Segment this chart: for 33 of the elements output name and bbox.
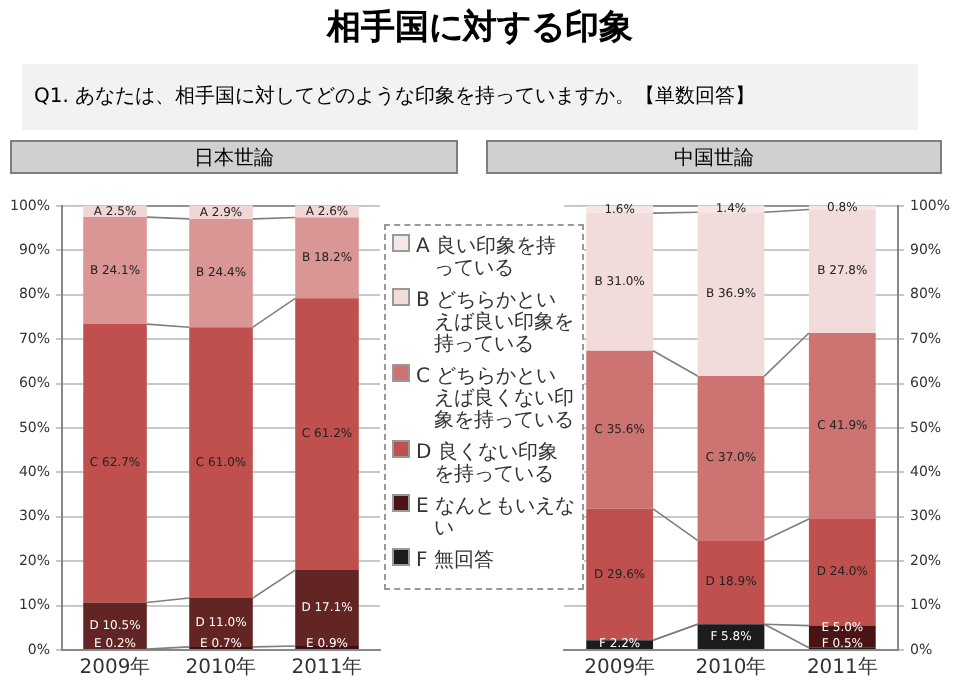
- bar: [697, 376, 765, 541]
- bar: [83, 602, 147, 650]
- bar: [189, 327, 253, 599]
- x-tick-label: 2009年: [79, 655, 151, 680]
- bar: [83, 324, 147, 603]
- bar: [808, 332, 876, 520]
- x-tick-label: 2011年: [291, 655, 363, 680]
- x-tick-label: 2010年: [695, 655, 767, 680]
- legend-label: F 無回答: [416, 550, 494, 572]
- bar: [295, 217, 359, 299]
- legend-label: E なんともいえない: [416, 496, 575, 540]
- x-tick-label: 2009年: [584, 655, 656, 680]
- legend-label: C どちらかといえば良くない印象を持っている: [416, 366, 574, 432]
- bar: [697, 212, 765, 377]
- bar: [83, 217, 147, 325]
- bar: [189, 218, 253, 328]
- bar: [808, 519, 876, 626]
- bar: [295, 570, 359, 646]
- legend-label: B どちらかといえば良い印象を持っている: [416, 290, 574, 356]
- x-tick-label: 2011年: [806, 655, 878, 680]
- bar: [697, 540, 765, 625]
- chart-title: 日本世論: [10, 140, 458, 174]
- legend-label: D 良くない印象を持っている: [416, 442, 558, 486]
- legend-label: A 良い印象を持っている: [416, 236, 557, 280]
- chart-title: 中国世論: [486, 140, 942, 174]
- bar: [295, 298, 359, 571]
- x-tick-label: 2010年: [185, 655, 257, 680]
- text: 相手国に対する印象: [324, 6, 635, 50]
- bar: [586, 350, 654, 509]
- bar: [586, 508, 654, 641]
- text: Q1. あなたは、相手国に対してどのような印象を持っていますか。【単数回答】: [22, 64, 918, 130]
- bar: [808, 209, 876, 333]
- bar: [586, 213, 654, 351]
